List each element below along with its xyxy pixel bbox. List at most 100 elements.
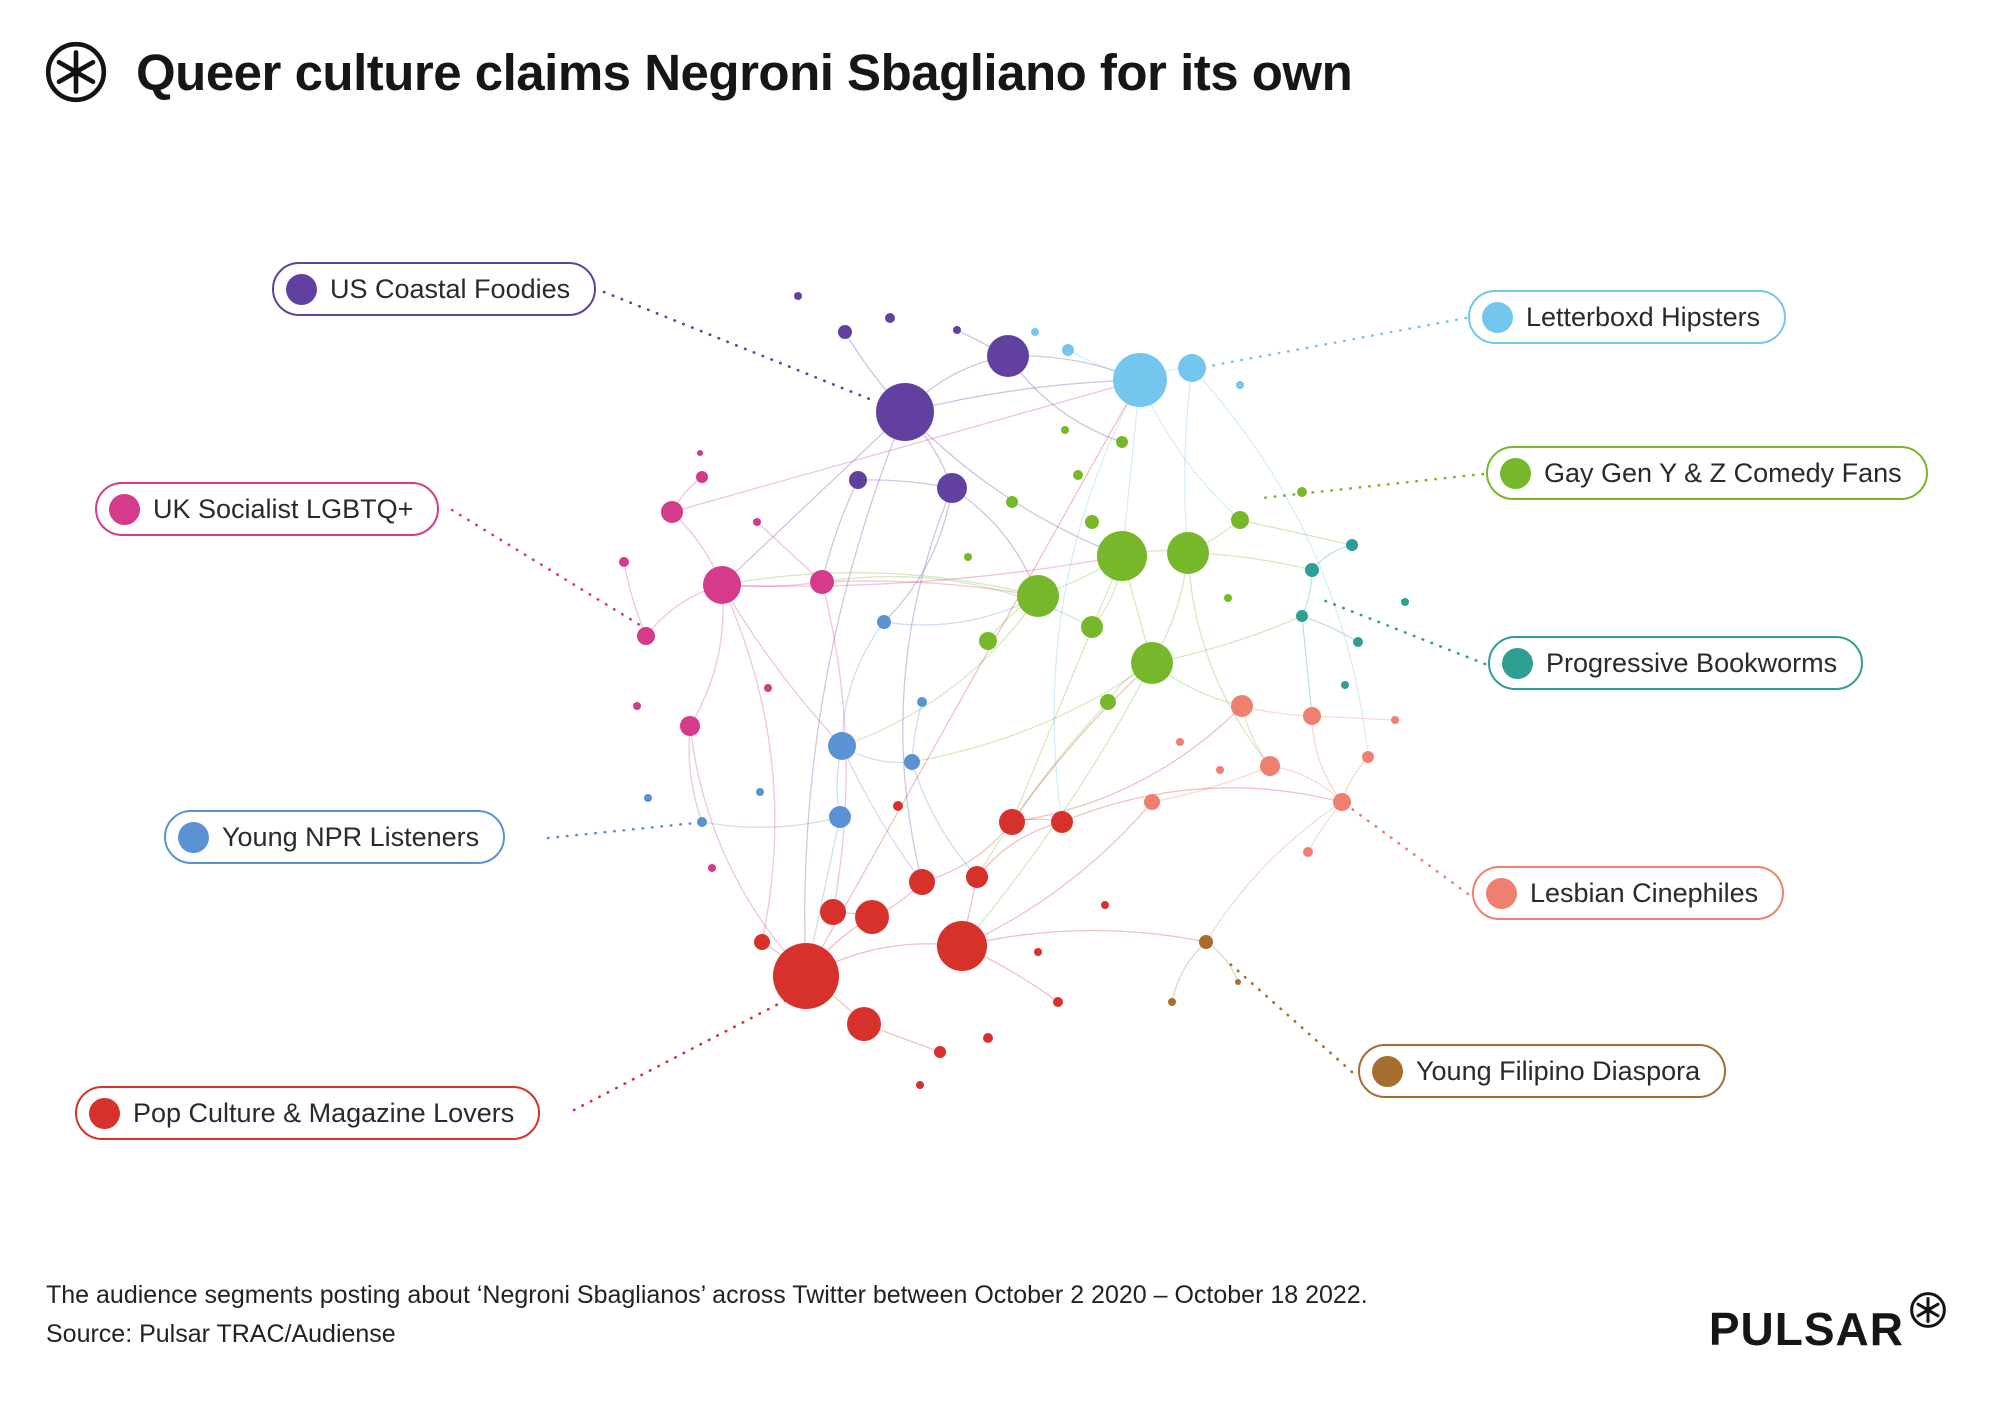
network-edge (841, 595, 1039, 747)
label-leader-line (1260, 472, 1485, 500)
network-node (1305, 563, 1319, 577)
network-edge (1301, 615, 1359, 643)
network-edge (1269, 765, 1343, 803)
network-node (934, 1046, 946, 1058)
network-node (1224, 594, 1232, 602)
network-node (1401, 598, 1409, 606)
network-node (1101, 901, 1109, 909)
network-node (893, 801, 903, 811)
network-edge (1184, 367, 1193, 554)
network-node (937, 473, 967, 503)
network-node (697, 450, 703, 456)
network-edge (721, 584, 776, 943)
pulsar-logo-icon (45, 41, 107, 103)
network-edge (841, 621, 885, 747)
network-node (999, 809, 1025, 835)
network-node (877, 615, 891, 629)
network-node (753, 518, 761, 526)
network-node (917, 697, 927, 707)
network-edge (1191, 367, 1369, 758)
label-leader-line (602, 290, 874, 402)
network-node (703, 566, 741, 604)
network-node (754, 934, 770, 950)
caption-line-1: The audience segments posting about ‘Neg… (46, 1281, 1368, 1309)
network-edge (1011, 662, 1153, 823)
network-node (855, 900, 889, 934)
network-edge (1205, 941, 1239, 983)
network-edge (701, 816, 841, 828)
network-node (644, 794, 652, 802)
network-node (1176, 738, 1184, 746)
network-node (1131, 642, 1173, 684)
network-node (1168, 998, 1176, 1006)
label-leader-line (1226, 960, 1354, 1074)
network-edge (821, 575, 1093, 628)
network-node (1362, 751, 1374, 763)
network-node (1216, 766, 1224, 774)
network-node (1231, 695, 1253, 717)
network-edge (904, 411, 1123, 557)
caption: The audience segments posting about ‘Neg… (46, 1279, 1368, 1356)
network-node (953, 326, 961, 334)
network-edge (841, 745, 923, 883)
network-node (1178, 354, 1206, 382)
network-edge (721, 555, 1123, 587)
network-edge (1151, 615, 1303, 664)
network-edge (1301, 569, 1313, 617)
network-edge (721, 572, 1039, 597)
network-node (937, 921, 987, 971)
network-node (916, 1081, 924, 1089)
network-node (1062, 344, 1074, 356)
network-edge (961, 662, 1153, 947)
network-node (983, 1033, 993, 1043)
network-edge (689, 725, 807, 977)
pulsar-wordmark: PULSAR (1708, 1303, 1904, 1355)
network-node (1235, 979, 1241, 985)
network-edge (1307, 801, 1343, 853)
network-node (838, 325, 852, 339)
network-node (987, 335, 1029, 377)
network-node (1017, 575, 1059, 617)
network-node (1085, 515, 1099, 529)
network-node (661, 501, 683, 523)
network-edge (1053, 379, 1141, 823)
network-edge (883, 487, 953, 623)
network-edge (721, 411, 906, 586)
network-edge (1239, 519, 1353, 546)
network-node (1034, 948, 1042, 956)
network-node (979, 632, 997, 650)
network-node (1333, 793, 1351, 811)
pulsar-logo-icon (1910, 1292, 1946, 1328)
network-edge (1011, 705, 1243, 823)
label-leader-line (546, 820, 707, 840)
network-edge (1061, 787, 1343, 823)
network-node (966, 866, 988, 888)
network-node (619, 557, 629, 567)
network-node (794, 292, 802, 300)
network-node (909, 869, 935, 895)
network-node (756, 788, 764, 796)
network-edge (1171, 941, 1207, 1003)
network-node (1081, 616, 1103, 638)
header: Queer culture claims Negroni Sbagliano f… (42, 38, 1353, 106)
network-node (964, 553, 972, 561)
network-edge (671, 379, 1141, 513)
network-node (810, 570, 834, 594)
network-edge (961, 801, 1153, 947)
label-leader-line (1316, 596, 1487, 666)
network-node (1391, 716, 1399, 724)
network-node (633, 702, 641, 710)
network-edge (976, 821, 1063, 878)
network-node (1167, 532, 1209, 574)
network-node (1116, 436, 1128, 448)
page-title: Queer culture claims Negroni Sbagliano f… (136, 43, 1353, 101)
network-edge (689, 584, 724, 727)
network-edge (721, 584, 843, 747)
network-edge (911, 662, 1153, 763)
network-node (773, 943, 839, 1009)
network-edge (1151, 765, 1271, 803)
network-node (1053, 997, 1063, 1007)
network-node (1303, 707, 1321, 725)
network-edge (1301, 615, 1313, 717)
